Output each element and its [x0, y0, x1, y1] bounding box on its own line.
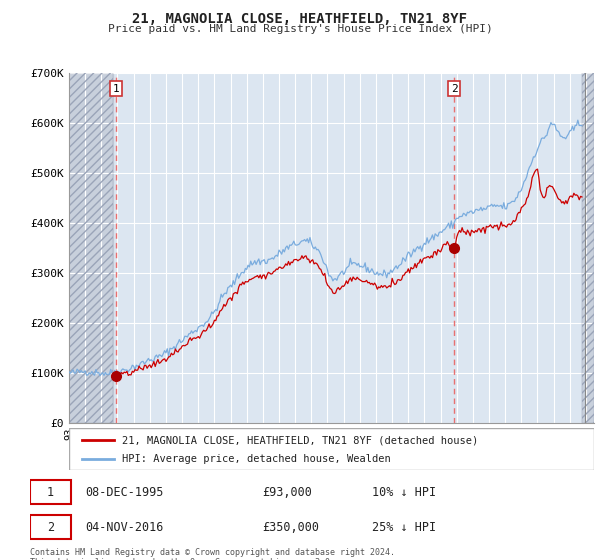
Text: HPI: Average price, detached house, Wealden: HPI: Average price, detached house, Weal… [121, 454, 390, 464]
Text: 08-DEC-1995: 08-DEC-1995 [85, 486, 164, 498]
Text: 10% ↓ HPI: 10% ↓ HPI [372, 486, 436, 498]
FancyBboxPatch shape [30, 515, 71, 539]
Bar [69, 73, 113, 423]
Text: 2: 2 [451, 83, 457, 94]
Text: 25% ↓ HPI: 25% ↓ HPI [372, 521, 436, 534]
Text: £350,000: £350,000 [262, 521, 319, 534]
Bar [582, 73, 594, 423]
Bar [582, 73, 594, 423]
Text: 04-NOV-2016: 04-NOV-2016 [85, 521, 164, 534]
FancyBboxPatch shape [69, 428, 594, 470]
Text: Price paid vs. HM Land Registry's House Price Index (HPI): Price paid vs. HM Land Registry's House … [107, 24, 493, 34]
Text: 21, MAGNOLIA CLOSE, HEATHFIELD, TN21 8YF (detached house): 21, MAGNOLIA CLOSE, HEATHFIELD, TN21 8YF… [121, 435, 478, 445]
Text: 21, MAGNOLIA CLOSE, HEATHFIELD, TN21 8YF: 21, MAGNOLIA CLOSE, HEATHFIELD, TN21 8YF [133, 12, 467, 26]
Bar [69, 73, 113, 423]
Text: 1: 1 [47, 486, 54, 498]
Text: Contains HM Land Registry data © Crown copyright and database right 2024.
This d: Contains HM Land Registry data © Crown c… [30, 548, 395, 560]
Text: £93,000: £93,000 [262, 486, 312, 498]
FancyBboxPatch shape [30, 480, 71, 504]
Text: 1: 1 [113, 83, 119, 94]
Text: 2: 2 [47, 521, 54, 534]
